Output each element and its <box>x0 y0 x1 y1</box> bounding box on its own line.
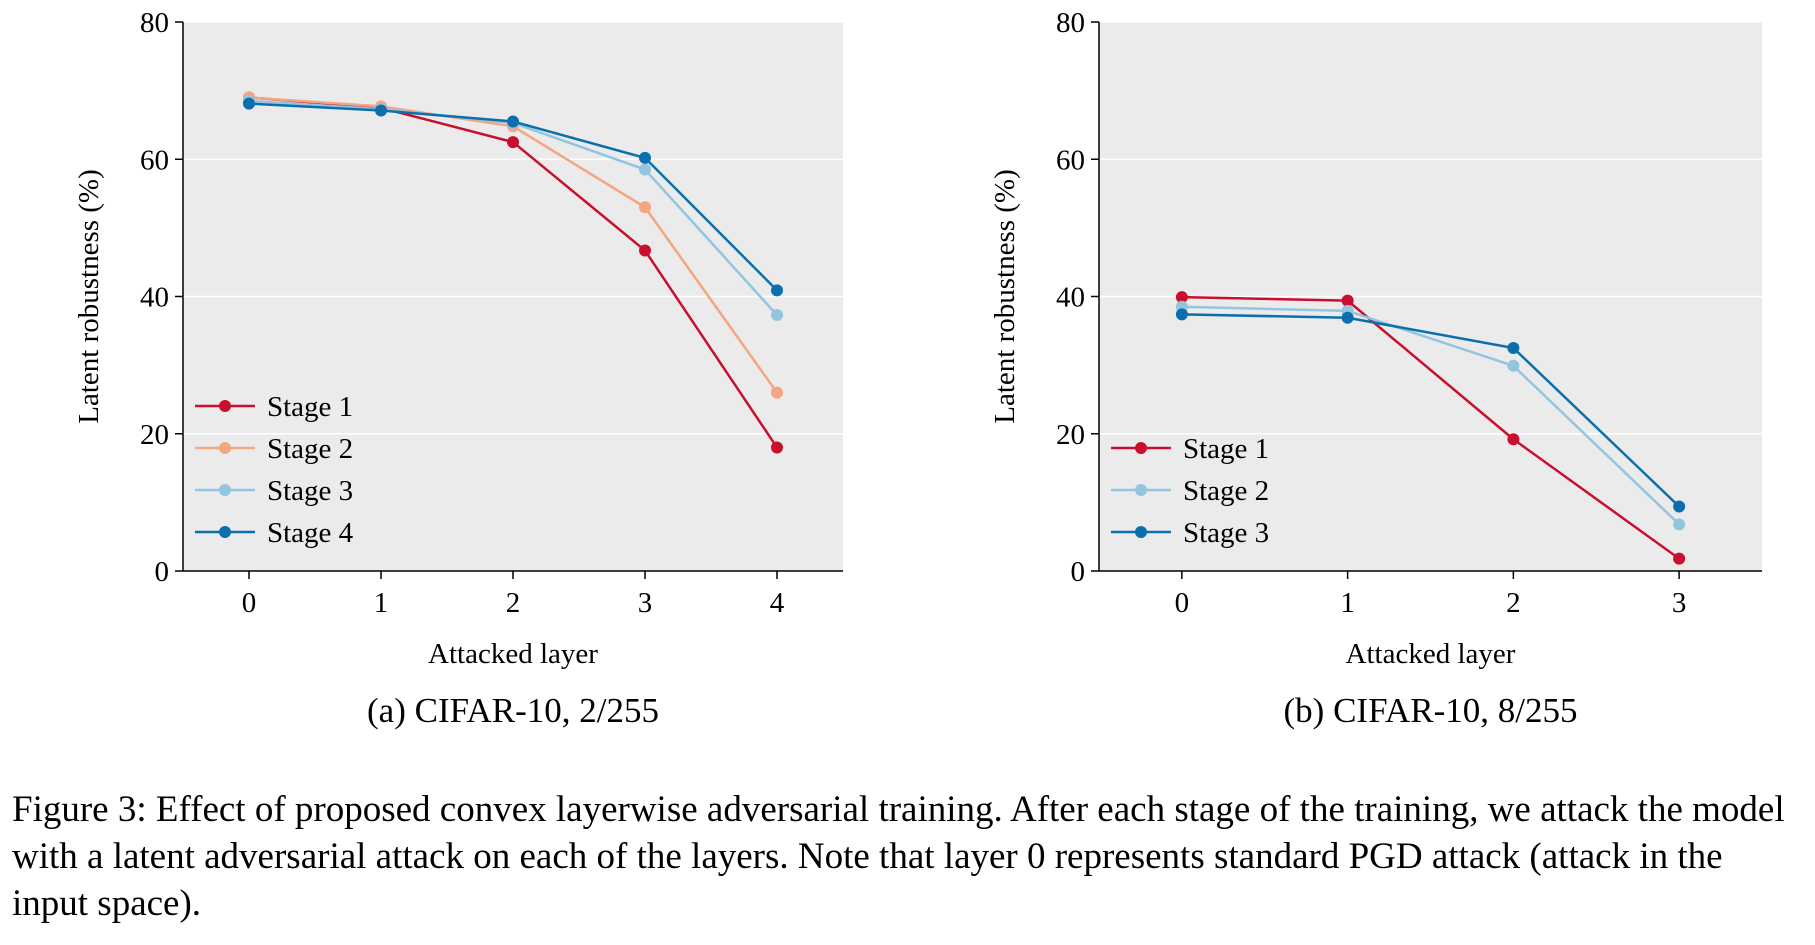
y-tick-label: 0 <box>155 556 170 588</box>
data-point <box>375 104 387 117</box>
x-tick-label: 3 <box>638 587 653 619</box>
legend-marker <box>1135 526 1147 538</box>
y-tick-label: 60 <box>1056 144 1085 176</box>
y-tick-label: 80 <box>140 7 169 39</box>
data-point <box>1673 518 1686 531</box>
x-tick-label: 4 <box>770 587 785 619</box>
legend-label: Stage 2 <box>267 433 353 465</box>
data-point <box>771 284 783 297</box>
y-tick-label: 20 <box>1056 419 1085 451</box>
legend-marker <box>219 526 231 538</box>
legend-label: Stage 1 <box>267 391 353 423</box>
data-point <box>639 244 651 257</box>
legend-label: Stage 3 <box>1183 517 1269 549</box>
subcaption: (b) CIFAR-10, 8/255 <box>1284 691 1578 730</box>
data-point <box>1175 291 1188 304</box>
data-point <box>1507 341 1520 354</box>
legend-label: Stage 2 <box>1183 475 1269 507</box>
y-tick-label: 20 <box>140 419 169 451</box>
y-axis-label: Latent robustness (%) <box>989 169 1021 424</box>
x-tick-label: 3 <box>1672 587 1687 619</box>
x-tick-label: 0 <box>1175 587 1190 619</box>
data-point <box>243 97 255 110</box>
legend-marker <box>219 442 231 454</box>
y-tick-label: 60 <box>140 144 169 176</box>
x-tick-label: 0 <box>242 587 257 619</box>
data-point <box>639 163 651 176</box>
data-point <box>507 115 519 128</box>
legend: Stage 1 Stage 2 Stage 3 <box>1111 433 1269 549</box>
chart-1: 0 20 40 60 80 0 1 2 3 4 Attacked layer Latent robus… <box>73 7 843 730</box>
x-axis-label: Attacked layer <box>1346 638 1516 670</box>
y-axis-label: Latent robustness (%) <box>73 169 105 424</box>
data-point <box>1341 294 1354 307</box>
legend-marker <box>219 400 231 412</box>
series-line-3 <box>1181 313 1680 508</box>
chart-2: 0 20 40 60 80 0 1 2 3 Attacked layer Latent robust… <box>989 7 1762 730</box>
figure-caption: Figure 3: Effect of proposed convex laye… <box>12 789 1785 924</box>
data-point <box>771 441 783 454</box>
data-point <box>507 136 519 149</box>
legend-label: Stage 4 <box>267 517 354 549</box>
data-point <box>771 386 783 399</box>
legend-marker <box>219 484 231 496</box>
series-line-1 <box>1181 295 1680 560</box>
data-point <box>1673 552 1686 565</box>
data-point <box>1175 308 1188 321</box>
y-tick-label: 40 <box>140 282 169 314</box>
x-tick-label: 1 <box>374 587 389 619</box>
data-point <box>1341 311 1354 324</box>
legend-label: Stage 1 <box>1183 433 1269 465</box>
legend: Stage 1 Stage 2 Stage 3 Stage 4 <box>195 391 354 549</box>
data-point <box>639 151 651 164</box>
legend-label: Stage 3 <box>267 475 353 507</box>
data-point <box>1673 500 1686 513</box>
data-point <box>639 201 651 214</box>
x-tick-label: 2 <box>506 587 521 619</box>
x-tick-label: 2 <box>1506 587 1521 619</box>
legend-marker <box>1135 484 1147 496</box>
subcaption: (a) CIFAR-10, 2/255 <box>367 691 659 730</box>
data-point <box>771 309 783 322</box>
x-tick-label: 1 <box>1340 587 1355 619</box>
y-tick-label: 80 <box>1056 7 1085 39</box>
series-line-2 <box>1181 305 1680 526</box>
y-tick-label: 40 <box>1056 282 1085 314</box>
x-axis-label: Attacked layer <box>428 638 598 670</box>
data-point <box>1507 433 1520 446</box>
legend-marker <box>1135 442 1147 454</box>
y-tick-label: 0 <box>1071 556 1086 588</box>
data-point <box>1507 359 1520 372</box>
